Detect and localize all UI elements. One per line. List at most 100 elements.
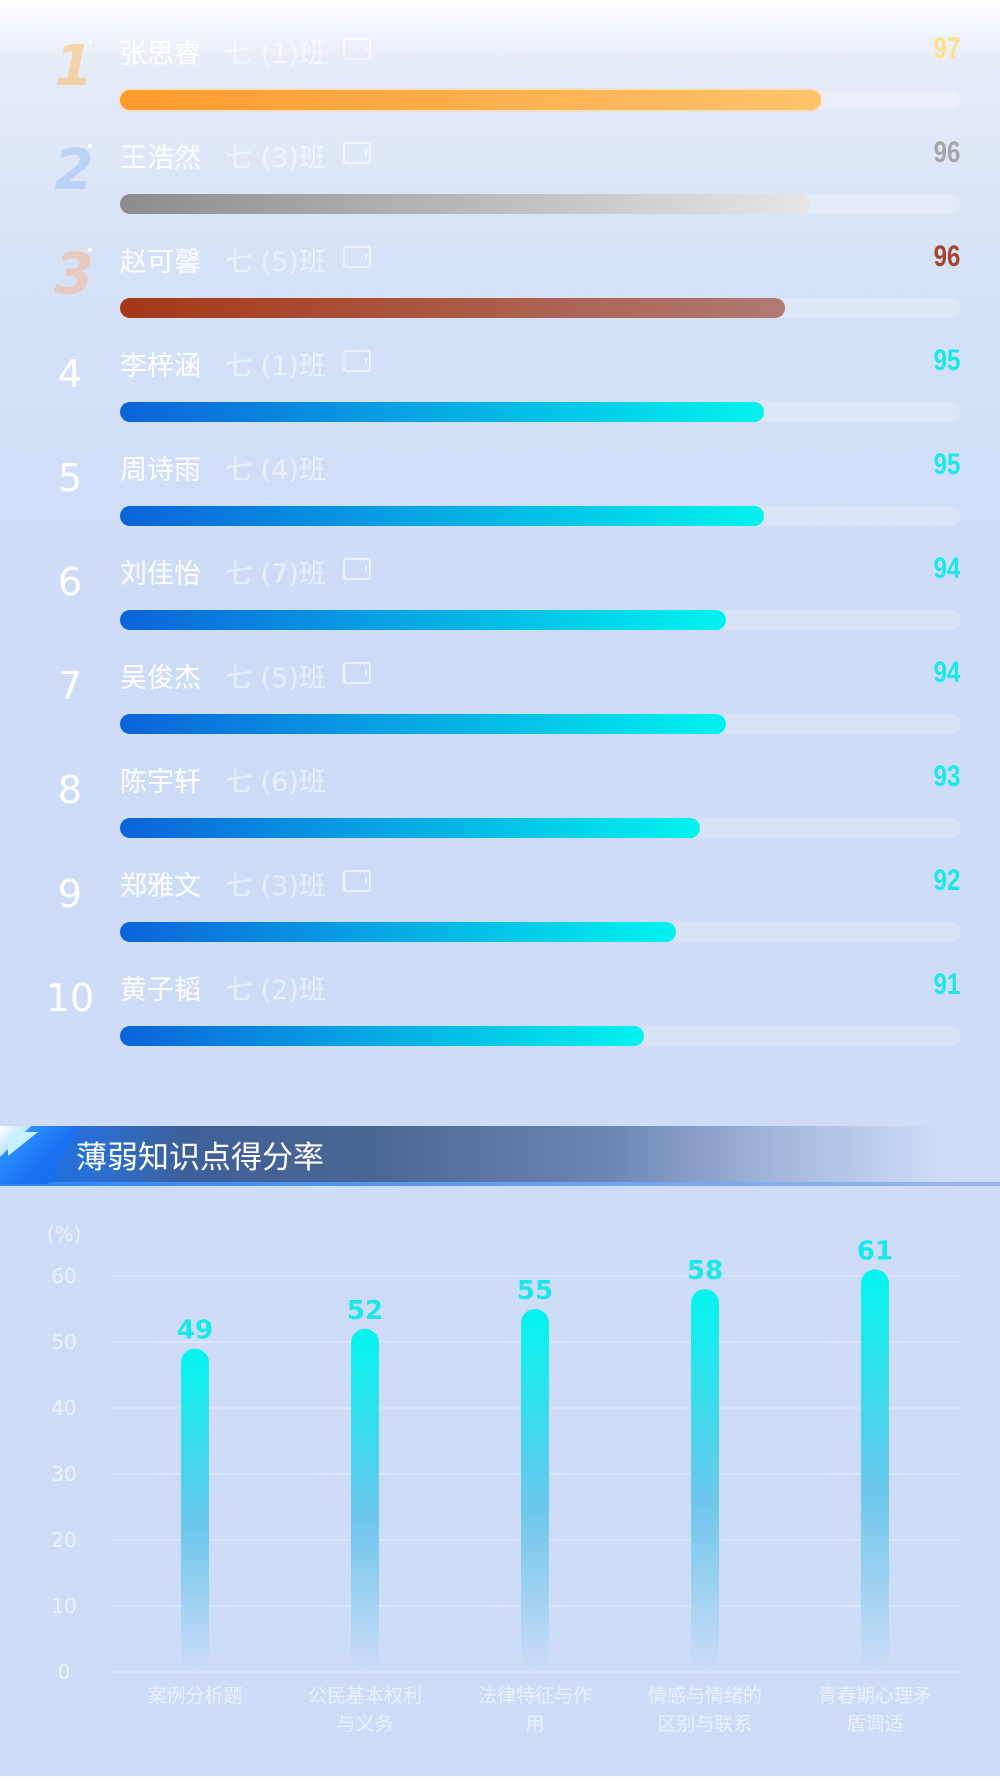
score-bar-track: [120, 506, 960, 526]
x-tick-label: 区别与联系: [657, 1713, 752, 1735]
student-name: 赵可馨: [120, 247, 201, 278]
student-class: 七 (1)班: [225, 351, 326, 382]
tablet-icon: [343, 350, 371, 372]
student-class: 七 (4)班: [225, 455, 326, 486]
score-bar-track: [120, 90, 960, 110]
rank-number: 5: [57, 456, 83, 500]
score-bar-track: [120, 818, 960, 838]
y-tick-label: 30: [51, 1462, 76, 1486]
score-bar-fill: [120, 714, 726, 734]
score-bar-fill: [120, 298, 786, 318]
student-name: 周诗雨: [120, 455, 201, 486]
x-tick-label: 法律特征与作: [478, 1685, 592, 1707]
student-class: 七 (3)班: [225, 871, 326, 902]
score-bar-fill: [120, 506, 765, 526]
score-bar-fill: [120, 818, 700, 838]
ranking-row: 8 陈宇轩七 (6)班 93: [0, 732, 1000, 838]
student-score: 92: [933, 864, 960, 897]
score-bar-fill: [120, 610, 726, 630]
bar-value-label: 58: [687, 1256, 723, 1286]
student-class: 七 (1)班: [225, 39, 326, 70]
ranking-list: 1 张思睿七 (1)班 97 2 王浩然七 (3)班 96 3 赵可馨七 (5)班 96 4 李梓涵…: [0, 4, 1000, 1046]
ranking-row: 7 吴俊杰七 (5)班 94: [0, 628, 1000, 734]
medal-sparkle-icon: [88, 144, 92, 148]
medal-sparkle-icon: [88, 40, 92, 44]
y-tick-label: 20: [51, 1528, 76, 1552]
ranking-row: 2 王浩然七 (3)班 96: [0, 108, 1000, 214]
score-bar-track: [120, 298, 960, 318]
score-bar-track: [120, 1026, 960, 1046]
weak-knowledge-chart: (%) 0 10 20 30 40 50 60 49 案例分析题 52 公民基本权利 与义务 55 法律特征…: [0, 1210, 1000, 1776]
x-tick-label: 盾调适: [846, 1713, 903, 1735]
student-name: 刘佳怡: [120, 559, 201, 590]
chart-bar: [521, 1309, 549, 1672]
student-score: 96: [933, 240, 960, 273]
rank-number: 8: [57, 768, 83, 812]
score-bar-fill: [120, 922, 677, 942]
chart-bar: [181, 1348, 209, 1672]
student-class: 七 (5)班: [225, 663, 326, 694]
rank-number: 4: [57, 352, 83, 396]
student-class: 七 (2)班: [225, 975, 326, 1006]
bar-value-label: 55: [517, 1276, 553, 1306]
y-tick-label: 60: [51, 1264, 76, 1288]
ranking-row: 6 刘佳怡七 (7)班 94: [0, 524, 1000, 630]
x-tick-label: 青春期心理矛: [818, 1685, 932, 1707]
student-class: 七 (7)班: [225, 559, 326, 590]
student-name: 王浩然: [120, 143, 201, 174]
student-score: 94: [933, 552, 960, 585]
chart-bar: [691, 1289, 719, 1672]
tablet-icon: [343, 142, 371, 164]
tablet-icon: [343, 38, 371, 60]
ranking-row: 4 李梓涵七 (1)班 95: [0, 316, 1000, 422]
y-tick-label: 40: [51, 1396, 76, 1420]
student-score: 95: [933, 448, 960, 481]
ranking-row: 1 张思睿七 (1)班 97: [0, 4, 1000, 110]
student-name: 张思睿: [120, 39, 201, 70]
student-name: 陈宇轩: [120, 767, 201, 798]
student-name: 李梓涵: [120, 351, 201, 382]
x-tick-label: 公民基本权利: [308, 1685, 422, 1707]
medal-sparkle-icon: [88, 248, 92, 252]
student-name: 黄子韬: [120, 975, 201, 1006]
score-bar-track: [120, 714, 960, 734]
score-bar-fill: [120, 402, 765, 422]
rank-number: 6: [57, 560, 83, 604]
score-bar-fill: [120, 90, 821, 110]
student-score: 95: [933, 344, 960, 377]
section-header: 薄弱知识点得分率: [0, 1126, 1000, 1188]
section-title: 薄弱知识点得分率: [76, 1140, 324, 1176]
student-name: 郑雅文: [120, 871, 201, 902]
tablet-icon: [343, 558, 371, 580]
rank-number: 7: [57, 664, 83, 708]
chart-bar: [861, 1269, 889, 1672]
bar-value-label: 61: [857, 1236, 893, 1266]
rank-medal-bronze: 3: [54, 242, 94, 307]
student-score: 94: [933, 656, 960, 689]
x-tick-label: 与义务: [336, 1713, 393, 1735]
student-score: 93: [933, 760, 960, 793]
y-tick-label: 0: [58, 1660, 71, 1684]
student-score: 91: [933, 968, 960, 1001]
section-header-underline: [0, 1182, 1000, 1186]
y-axis-label: (%): [47, 1222, 82, 1246]
ranking-row: 9 郑雅文七 (3)班 92: [0, 836, 1000, 942]
y-tick-label: 50: [51, 1330, 76, 1354]
bar-value-label: 52: [347, 1296, 383, 1326]
rank-number: 10: [45, 976, 95, 1020]
tablet-icon: [343, 246, 371, 268]
score-bar-fill: [120, 1026, 645, 1046]
bar-value-label: 49: [177, 1316, 213, 1346]
chart-bar: [351, 1328, 379, 1672]
student-class: 七 (3)班: [225, 143, 326, 174]
tablet-icon: [343, 662, 371, 684]
score-bar-track: [120, 402, 960, 422]
student-class: 七 (6)班: [225, 767, 326, 798]
x-tick-label: 案例分析题: [147, 1685, 242, 1707]
tablet-icon: [343, 870, 371, 892]
student-score: 97: [933, 32, 960, 65]
ranking-row: 10 黄子韬七 (2)班 91: [0, 940, 1000, 1046]
score-bar-track: [120, 922, 960, 942]
student-score: 96: [933, 136, 960, 169]
